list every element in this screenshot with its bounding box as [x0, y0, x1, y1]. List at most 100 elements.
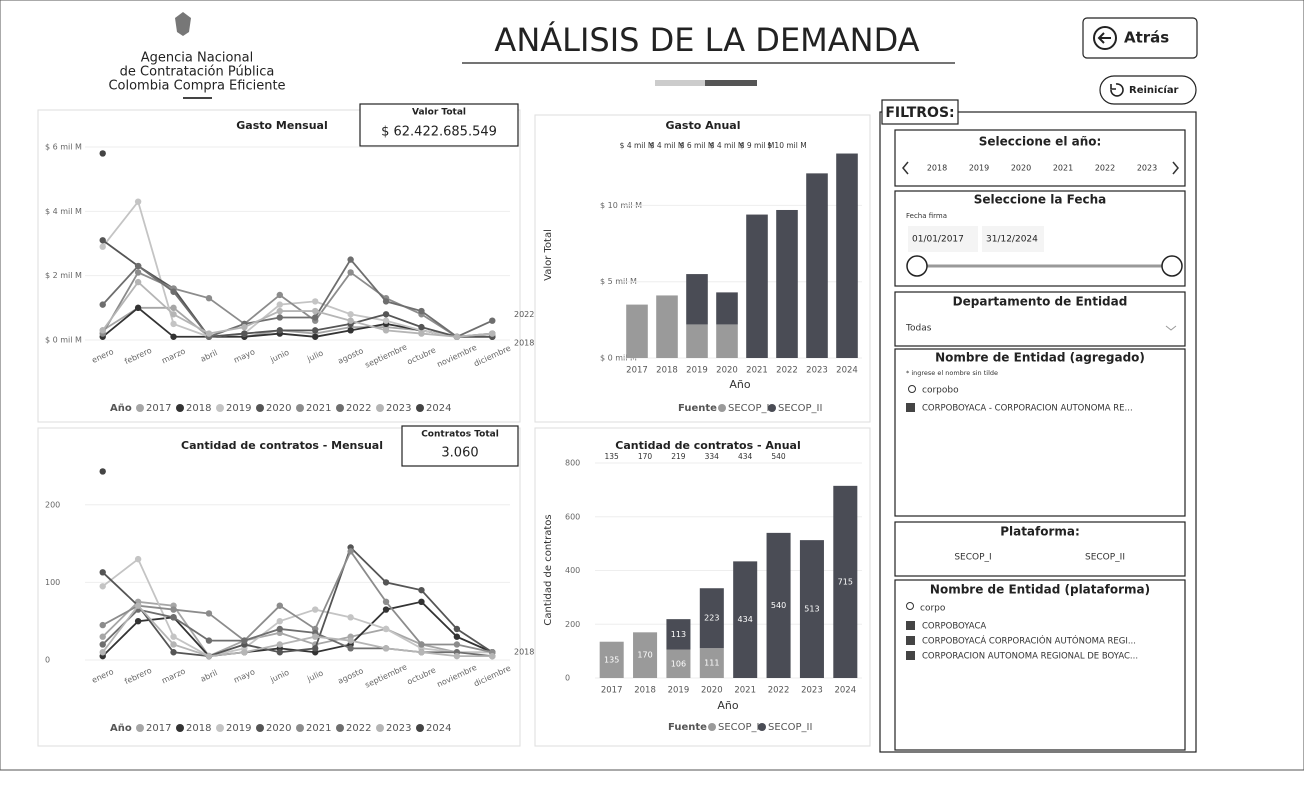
kpi-value: 3.060: [441, 446, 478, 461]
department-value: Todas: [905, 324, 932, 334]
point: [241, 323, 248, 331]
bar-segment: [806, 173, 828, 358]
checkbox: [906, 636, 915, 645]
year-option: 2021: [1053, 164, 1073, 173]
legend-swatch: [416, 724, 424, 732]
entity-slicer[interactable]: [894, 348, 1186, 517]
back-label: Atrás: [1124, 29, 1169, 47]
point: [382, 645, 390, 652]
point: [170, 606, 177, 613]
point: [99, 633, 106, 640]
checkbox: [906, 403, 915, 412]
entity-platform-slicer[interactable]: [894, 579, 1186, 751]
point: [134, 618, 142, 625]
point: [453, 625, 461, 633]
point: [347, 637, 354, 644]
point: [99, 301, 106, 308]
legend-title: Año: [110, 403, 132, 414]
x-tick-label: 2017: [626, 366, 648, 376]
point: [418, 307, 425, 315]
point: [170, 320, 177, 328]
bar-segment: [633, 632, 658, 678]
date-input[interactable]: [908, 226, 978, 252]
legend-swatch: [296, 404, 304, 412]
x-tick-label: 2020: [716, 366, 738, 376]
legend-label: 2021: [306, 403, 331, 414]
bar-segment: [746, 214, 768, 358]
kpi-card: [401, 425, 519, 467]
bar-segment: [833, 485, 858, 678]
reset-button[interactable]: [1099, 75, 1197, 105]
year-arrows[interactable]: [902, 161, 1179, 175]
legend-swatch: [176, 404, 184, 412]
line: [102, 557, 493, 658]
kpi-label: Contratos Total: [421, 430, 499, 440]
legend-label: 2017: [146, 403, 171, 414]
date-field: Fecha firma: [906, 212, 947, 220]
point: [99, 569, 106, 576]
point: [382, 606, 390, 613]
legend-swatch: [296, 724, 304, 732]
bar-segment: [626, 304, 648, 358]
bar-value-label: 715: [838, 577, 853, 586]
legend-swatch: [336, 724, 344, 732]
legend-label: 2024: [426, 403, 451, 414]
platform-slicer[interactable]: [894, 521, 1186, 577]
page-indicator: [655, 80, 705, 86]
y-tick-label: $ 4 mil M: [45, 207, 82, 216]
y-tick-label: $ 10 mil M: [600, 201, 642, 210]
department-slicer[interactable]: [894, 291, 1186, 347]
date-range-handle[interactable]: [1161, 255, 1183, 277]
total-label: $ 4 mil M: [710, 141, 745, 150]
year-option: 2020: [1011, 164, 1031, 173]
point: [276, 649, 283, 656]
y-tick-label: 0: [45, 656, 50, 665]
total-label: $ 6 mil M: [680, 141, 715, 150]
point: [382, 317, 390, 324]
legend-swatch: [136, 724, 144, 732]
legend-label: SECOP_I: [728, 403, 770, 414]
legend-swatch: [758, 723, 766, 731]
agency-name: Agencia Nacional: [141, 51, 253, 66]
bar-value-label: 223: [704, 614, 719, 623]
legend-label: 2023: [386, 403, 411, 414]
year-slicer[interactable]: [894, 129, 1186, 187]
point: [99, 468, 106, 475]
legend-label: 2019: [226, 403, 251, 414]
bar-segment: [799, 540, 824, 678]
x-tick-label: 2022: [776, 366, 798, 376]
point: [134, 555, 142, 563]
total-label: 135: [605, 452, 620, 461]
x-tick-label: 2021: [746, 366, 768, 376]
point: [382, 311, 390, 318]
point: [134, 198, 142, 205]
point: [312, 633, 319, 640]
point: [312, 333, 319, 340]
y-tick-label: $ 0 mil M: [600, 354, 637, 363]
line: [102, 258, 493, 338]
y-tick-label: 100: [45, 578, 60, 587]
point: [99, 641, 106, 648]
filter-title: FILTROS:: [885, 105, 954, 121]
date-end: 31/12/2024: [986, 235, 1038, 245]
point: [170, 311, 177, 318]
x-tick-label: 2017: [601, 686, 623, 696]
search-icon: [908, 385, 916, 393]
bar-segment: [716, 324, 738, 358]
back-icon: [1093, 26, 1117, 50]
point: [312, 606, 319, 613]
entity-item: CORPOBOYACÁ CORPORACIÓN AUTÓNOMA REGI...: [922, 635, 1136, 647]
legend-swatch: [256, 724, 264, 732]
x-axis-label: Año: [717, 699, 738, 712]
legend-label: 2022: [346, 723, 371, 734]
date-range-handle[interactable]: [906, 255, 928, 277]
logo: [175, 12, 212, 99]
bar-value-label: 513: [804, 605, 819, 614]
legend-swatch: [216, 404, 224, 412]
agency-name: de Contratación Pública: [120, 65, 275, 80]
bar-segment: [699, 648, 724, 678]
filter-title-box: [881, 99, 959, 125]
date-input[interactable]: [982, 226, 1044, 252]
line: [102, 199, 493, 338]
slicer-hint: * ingrese el nombre sin tilde: [906, 369, 998, 377]
